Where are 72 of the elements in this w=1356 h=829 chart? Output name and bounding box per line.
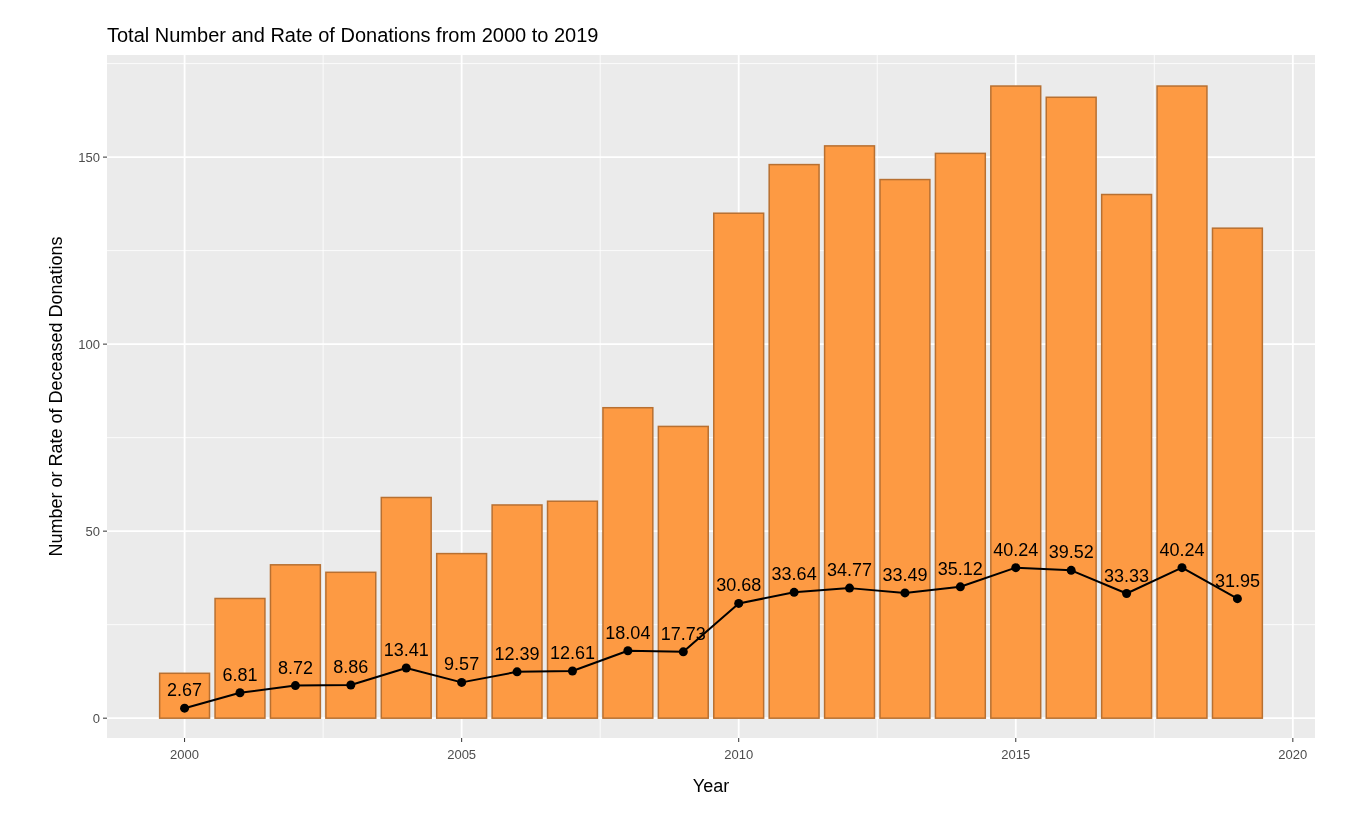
chart-title: Total Number and Rate of Donations from 2000 to 2019 (107, 24, 599, 46)
point (789, 587, 799, 597)
bar (380, 496, 432, 719)
bar (435, 552, 488, 719)
data-label: 40.24 (1159, 539, 1205, 560)
data-label: 33.49 (882, 564, 928, 585)
bar (990, 85, 1042, 719)
y-tick-label: 150 (78, 149, 100, 165)
data-label: 12.61 (549, 643, 595, 664)
data-label: 9.57 (444, 654, 480, 675)
data-label: 33.64 (771, 564, 817, 585)
point (401, 663, 411, 673)
point (512, 667, 522, 677)
bar (491, 504, 543, 719)
bar (934, 152, 987, 719)
x-tick-label: 2005 (447, 747, 477, 762)
bar (546, 500, 599, 719)
y-axis-title: Number or Rate of Deceased Donations (46, 236, 66, 557)
data-label: 13.41 (383, 640, 429, 661)
point (1066, 565, 1076, 575)
bar (823, 145, 876, 719)
y-tick-label: 100 (78, 336, 100, 352)
point (457, 677, 467, 687)
x-tick-label: 2015 (1001, 747, 1031, 762)
data-label: 8.72 (277, 657, 313, 678)
point (290, 681, 300, 691)
bar (657, 425, 709, 719)
y-tick-label: 0 (92, 710, 100, 726)
point (1011, 563, 1021, 573)
data-label: 30.68 (716, 575, 762, 596)
bar (768, 163, 820, 719)
x-tick-label: 2020 (1278, 747, 1308, 762)
bar (602, 406, 654, 719)
data-label: 6.81 (222, 664, 258, 685)
point (1122, 589, 1132, 599)
data-label: 17.73 (660, 623, 706, 644)
point (1232, 594, 1242, 604)
bar (1156, 85, 1208, 719)
data-label: 34.77 (827, 560, 873, 581)
point (734, 598, 744, 608)
data-label: 12.39 (494, 643, 540, 664)
point (955, 582, 965, 592)
bar (158, 672, 211, 719)
bar (879, 178, 931, 719)
point (567, 666, 577, 676)
point (845, 583, 855, 593)
point (180, 703, 190, 713)
data-label: 40.24 (993, 539, 1039, 560)
data-label: 2.67 (167, 680, 203, 701)
point (1177, 563, 1187, 573)
data-label: 33.33 (1104, 565, 1150, 586)
point (678, 647, 688, 657)
bar (269, 564, 322, 719)
data-label: 18.04 (605, 622, 651, 643)
bar (713, 212, 765, 719)
x-tick-label: 2000 (170, 747, 200, 762)
y-tick-label: 50 (85, 523, 100, 539)
point (346, 680, 356, 690)
data-label: 35.12 (937, 558, 983, 579)
bar (214, 597, 266, 719)
x-axis-title: Year (692, 776, 730, 796)
bar (325, 571, 377, 719)
data-label: 39.52 (1048, 542, 1094, 563)
data-label: 31.95 (1214, 570, 1260, 591)
bar (1211, 227, 1264, 719)
point (900, 588, 910, 598)
point (235, 688, 245, 698)
data-label: 8.86 (333, 657, 369, 678)
bar (1045, 96, 1097, 719)
bar (1100, 193, 1153, 719)
point (623, 646, 633, 656)
x-tick-label: 2010 (724, 747, 754, 762)
